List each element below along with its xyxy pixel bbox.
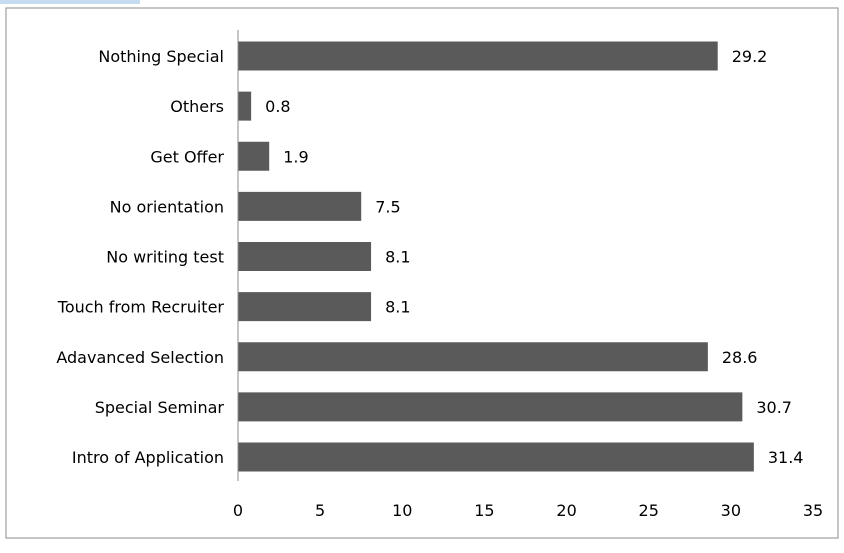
bar-value-label: 31.4 bbox=[768, 448, 804, 467]
bar-value-label: 29.2 bbox=[732, 47, 768, 66]
category-label: No writing test bbox=[106, 248, 224, 267]
bar-value-label: 8.1 bbox=[385, 298, 410, 317]
x-tick-label: 10 bbox=[392, 501, 412, 520]
bar bbox=[238, 41, 718, 71]
bar-value-label: 7.5 bbox=[375, 197, 400, 216]
category-label: No orientation bbox=[110, 197, 224, 216]
category-label: Touch from Recruiter bbox=[57, 298, 225, 317]
bar-value-label: 28.6 bbox=[722, 348, 758, 367]
bar bbox=[238, 91, 252, 121]
x-tick-label: 25 bbox=[639, 501, 659, 520]
x-tick-label: 35 bbox=[803, 501, 823, 520]
bar bbox=[238, 191, 362, 221]
category-label: Others bbox=[170, 97, 224, 116]
x-tick-label: 0 bbox=[233, 501, 243, 520]
bar bbox=[238, 342, 708, 372]
bar-value-label: 30.7 bbox=[756, 398, 792, 417]
x-tick-labels-layer: 0 5 10 15 20 25 30 35 bbox=[233, 501, 823, 520]
x-tick-label: 20 bbox=[556, 501, 576, 520]
bar bbox=[238, 242, 372, 271]
bar-value-label: 1.9 bbox=[283, 147, 308, 166]
bar-value-label: 0.8 bbox=[265, 97, 290, 116]
bar bbox=[238, 141, 270, 171]
category-label: Adavanced Selection bbox=[56, 348, 224, 367]
category-label: Intro of Application bbox=[72, 448, 224, 467]
x-tick-label: 5 bbox=[315, 501, 325, 520]
bar bbox=[238, 442, 754, 472]
value-labels-layer: 29.2 0.8 1.9 7.5 8.1 8.1 28.6 30.7 31.4 bbox=[265, 47, 803, 467]
bars-layer bbox=[238, 41, 754, 472]
category-label: Nothing Special bbox=[98, 47, 224, 66]
x-tick-label: 30 bbox=[721, 501, 741, 520]
category-label: Special Seminar bbox=[95, 398, 225, 417]
bar bbox=[238, 292, 372, 322]
bar-value-label: 8.1 bbox=[385, 248, 410, 267]
x-tick-label: 15 bbox=[474, 501, 494, 520]
category-label: Get Offer bbox=[150, 147, 224, 166]
category-labels-layer: Nothing Special Others Get Offer No orienta… bbox=[56, 47, 224, 467]
bar bbox=[238, 392, 743, 422]
corner-accent bbox=[0, 0, 140, 4]
